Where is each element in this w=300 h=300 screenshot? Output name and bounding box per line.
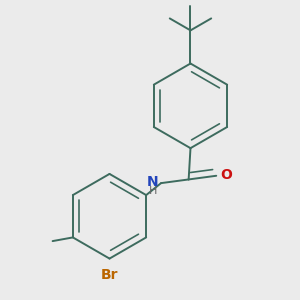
- Text: H: H: [149, 186, 157, 196]
- Text: Br: Br: [101, 268, 118, 282]
- Text: N: N: [146, 175, 158, 189]
- Text: O: O: [221, 168, 232, 182]
